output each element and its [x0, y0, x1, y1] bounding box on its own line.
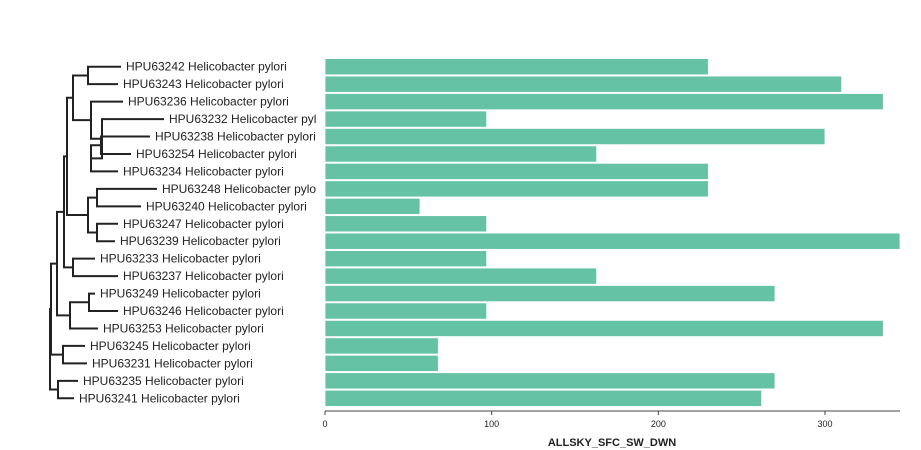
leaf-label-13: HPU63249 Helicobacter pylori	[100, 287, 261, 301]
bar-8	[324, 197, 421, 215]
x-tick-label-2: 200	[651, 419, 666, 429]
bar-13	[324, 285, 776, 303]
bar-2	[324, 93, 884, 111]
tree-branch	[87, 65, 121, 86]
bar-1	[324, 75, 843, 93]
x-tick-label-1: 100	[484, 419, 499, 429]
tree-branch	[49, 308, 59, 391]
leaf-label-14: HPU63246 Helicobacter pylori	[123, 304, 284, 318]
bar-19	[324, 389, 763, 407]
bar-7	[324, 180, 709, 198]
leaf-label-6: HPU63234 Helicobacter pylori	[123, 164, 284, 178]
leaf-label-2: HPU63236 Helicobacter pylori	[128, 95, 289, 109]
leaf-label-7: HPU63248 Helicobacter pylo	[162, 182, 316, 196]
tree-branch	[62, 344, 87, 365]
bar-5	[324, 145, 598, 163]
bar-10	[324, 232, 901, 250]
bar-3	[324, 110, 488, 128]
leaf-label-17: HPU63231 Helicobacter pylori	[92, 356, 253, 370]
leaf-label-5: HPU63254 Helicobacter pylori	[136, 147, 297, 161]
bar-14	[324, 302, 488, 320]
leaf-label-15: HPU63253 Helicobacter pylori	[103, 321, 264, 335]
leaf-label-18: HPU63235 Helicobacter pylori	[83, 374, 244, 388]
leaf-label-1: HPU63243 Helicobacter pylori	[123, 77, 284, 91]
tree-branch	[96, 222, 118, 243]
bar-6	[324, 162, 709, 180]
bar-17	[324, 354, 439, 372]
x-tick-label-3: 300	[817, 419, 832, 429]
leaf-label-16: HPU63245 Helicobacter pylori	[90, 339, 251, 353]
tree-branch	[63, 155, 74, 269]
bar-12	[324, 267, 598, 285]
bar-11	[324, 250, 488, 268]
leaf-label-11: HPU63233 Helicobacter pylori	[100, 252, 261, 266]
leaf-label-3: HPU63232 Helicobacter pyl	[169, 112, 316, 126]
x-axis: 0 100 200 300	[322, 410, 900, 429]
bar-0	[324, 58, 709, 76]
leaf-label-10: HPU63239 Helicobacter pylori	[120, 234, 281, 248]
tree-branch	[90, 100, 123, 140]
leaf-label-0: HPU63242 Helicobacter pylori	[126, 60, 287, 74]
dendrogram	[49, 65, 164, 400]
leaf-label-9: HPU63247 Helicobacter pylori	[123, 217, 284, 231]
leaf-label-12: HPU63237 Helicobacter pylori	[123, 269, 284, 283]
bars	[324, 58, 901, 407]
leaf-labels: HPU63242 Helicobacter pylori HPU63243 Hel…	[79, 60, 316, 406]
leaf-label-19: HPU63241 Helicobacter pylori	[79, 391, 240, 405]
x-tick-label-0: 0	[322, 419, 327, 429]
bar-15	[324, 319, 884, 338]
bar-18	[324, 372, 776, 390]
leaf-label-4: HPU63238 Helicobacter pylori	[155, 130, 316, 144]
x-axis-title: ALLSKY_SFC_SW_DWN	[548, 437, 676, 449]
tree-branch	[69, 301, 98, 330]
leaf-label-8: HPU63240 Helicobacter pylori	[146, 199, 307, 213]
tree-branch	[57, 379, 78, 400]
tree-branch	[87, 196, 98, 234]
bar-4	[324, 127, 826, 146]
bar-16	[324, 337, 439, 355]
bar-9	[324, 215, 488, 233]
tree-branch	[66, 96, 89, 217]
